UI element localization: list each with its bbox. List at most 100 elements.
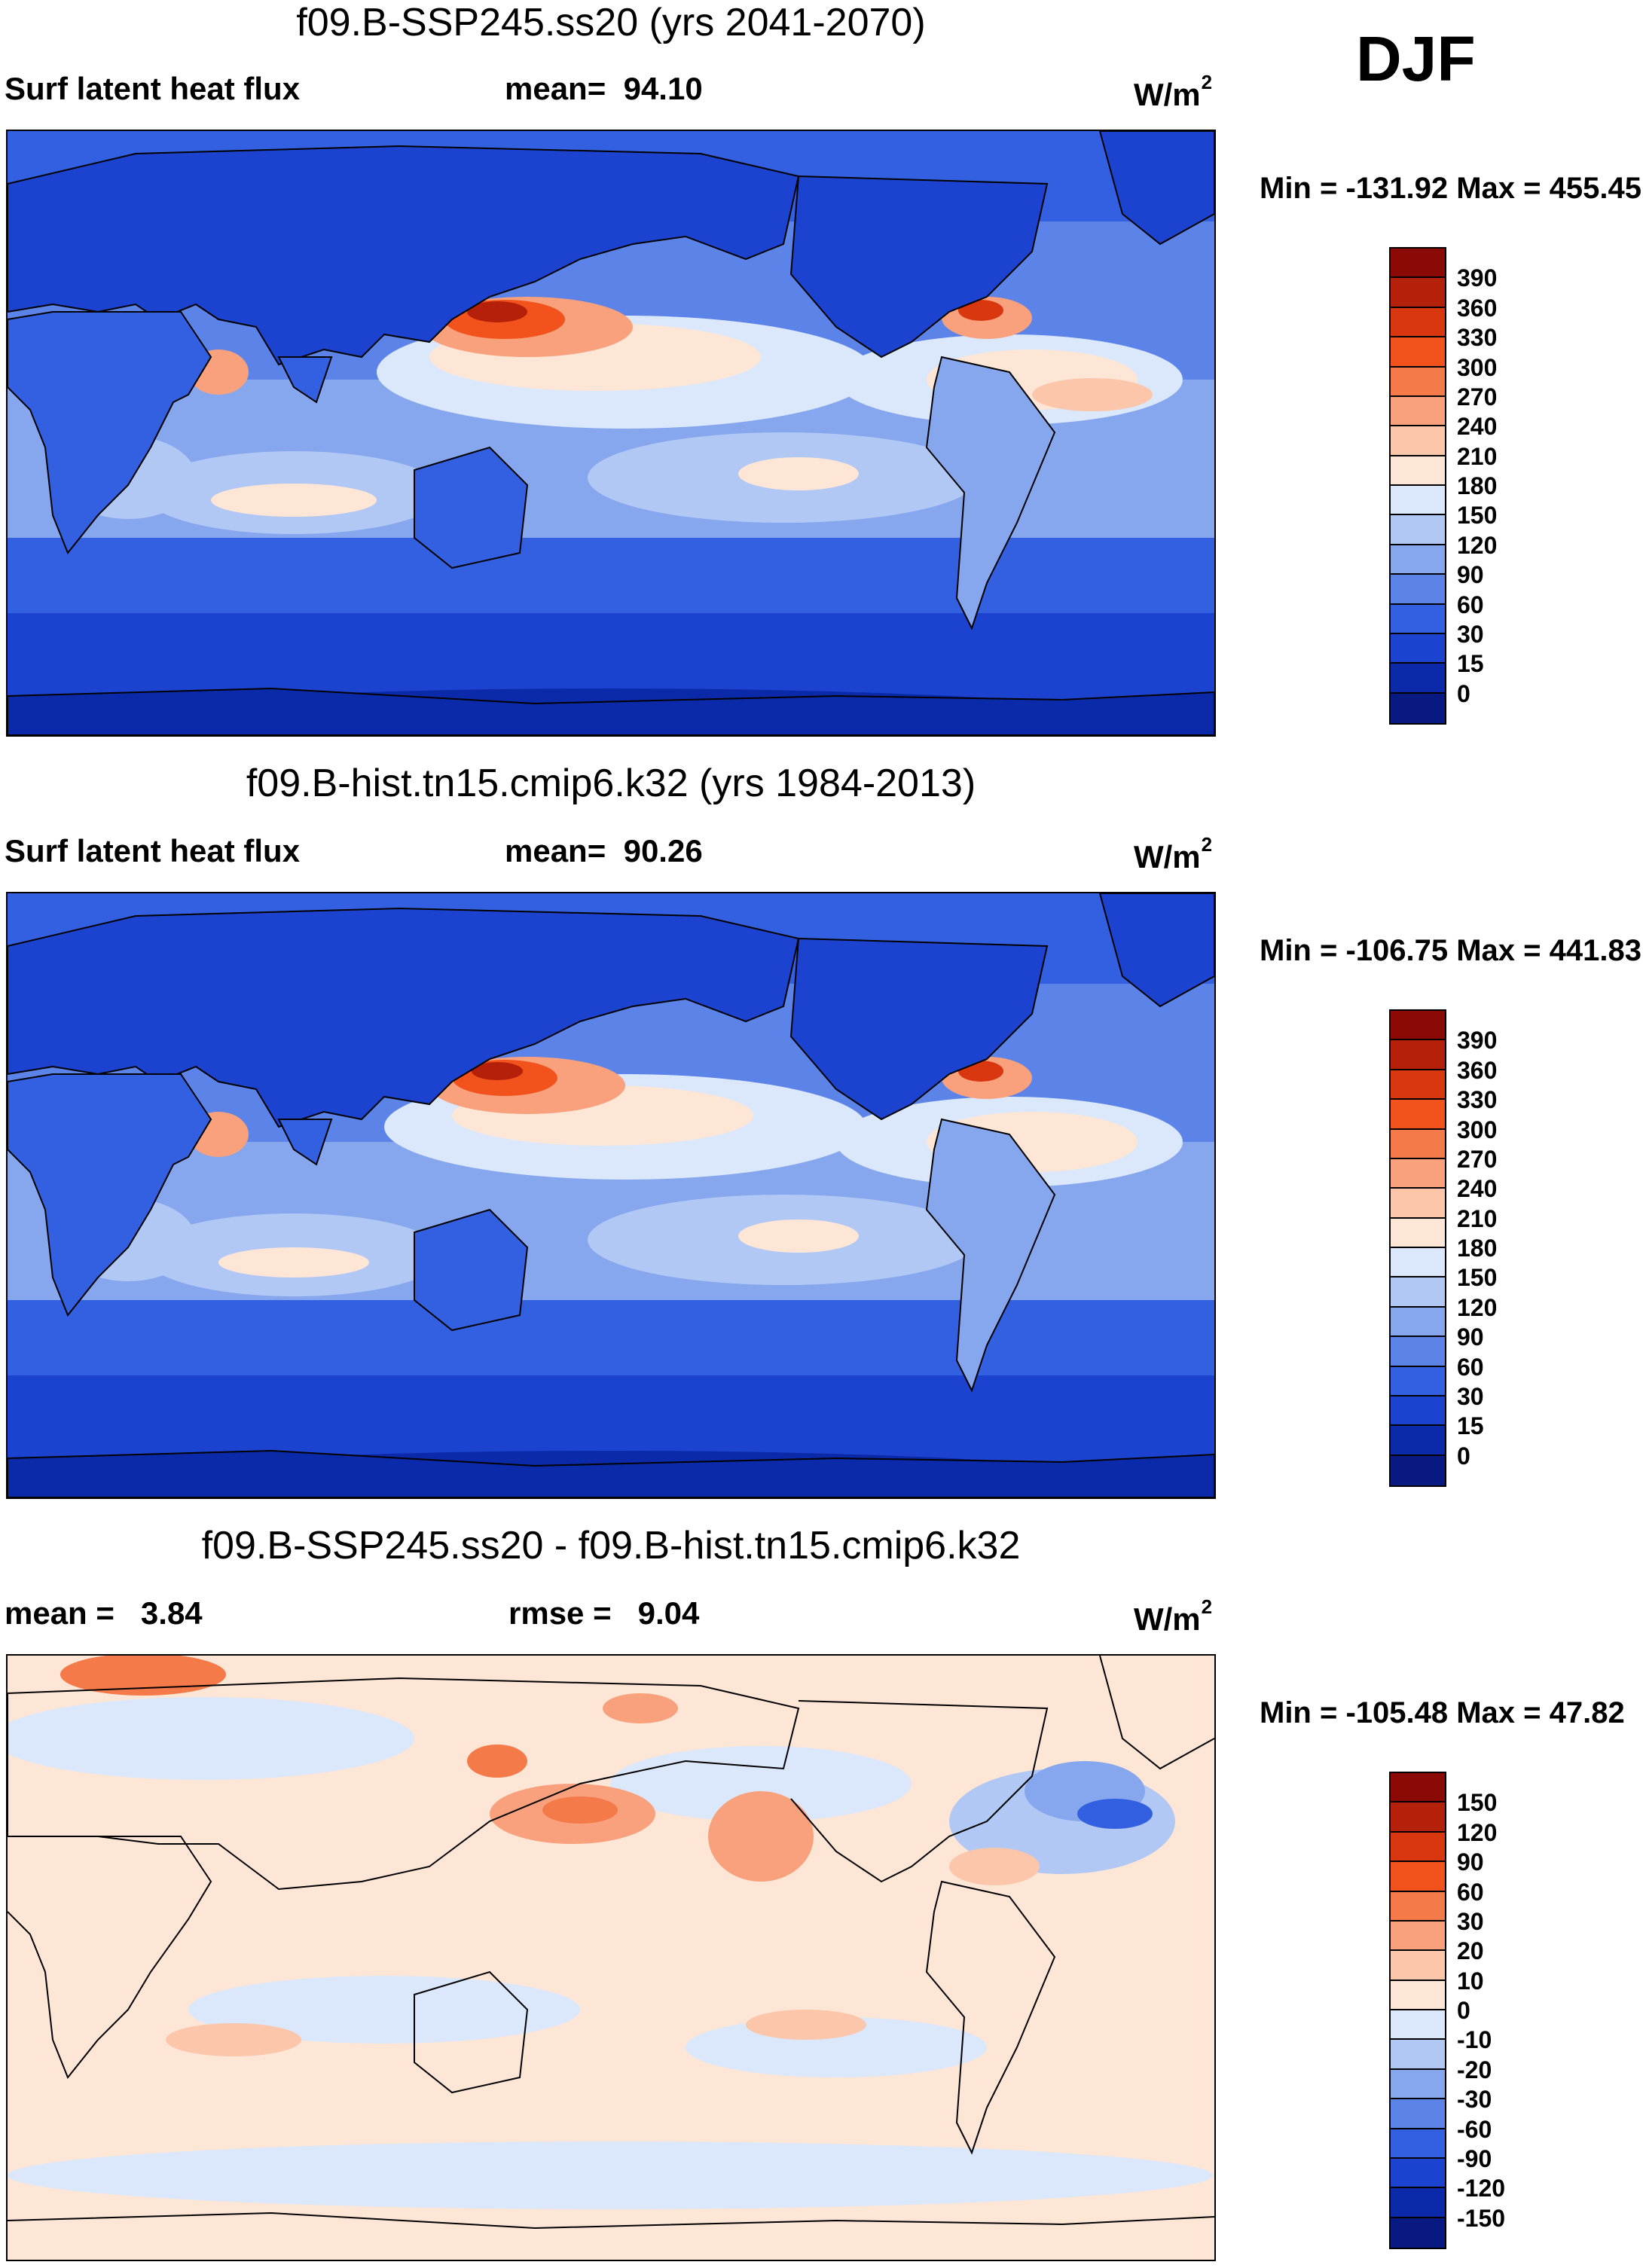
legend-swatch [1391,633,1445,664]
legend-tick-label: 90 [1457,1323,1484,1351]
legend-swatch [1391,664,1445,694]
legend-tick-label: 30 [1457,1382,1484,1410]
panel1-legend [1389,247,1446,725]
legend-swatch [1391,1307,1445,1338]
panel2-map-plot [8,893,1214,1497]
panel2-units-exp: 2 [1201,833,1213,856]
panel3-legend [1389,1772,1446,2249]
panel1-mean-label: mean= 94.10 [505,71,703,106]
panel2-units-base: W/m [1134,839,1201,875]
panel3-rmse-label: rmse = 9.04 [508,1595,700,1631]
legend-swatch [1391,1100,1445,1130]
legend-swatch [1391,1951,1445,1981]
legend-swatch [1391,1011,1445,1041]
legend-tick-label: 0 [1457,1442,1470,1470]
legend-tick-label: 270 [1457,383,1498,411]
panel2-title: f09.B-hist.tn15.cmip6.k32 (yrs 1984-2013… [246,762,976,805]
legend-tick-label: -90 [1457,2144,1492,2172]
panel2-map [6,892,1216,1499]
season-label: DJF [1356,23,1476,94]
panel1-title: f09.B-SSP245.ss20 (yrs 2041-2070) [296,1,926,44]
legend-swatch [1391,1891,1445,1922]
legend-tick-label: 390 [1457,1027,1498,1055]
legend-tick-label: 60 [1457,591,1484,618]
legend-swatch [1391,1862,1445,1892]
panel2-mean-label: mean= 90.26 [505,833,703,868]
legend-tick-label: 180 [1457,472,1498,499]
legend-swatch [1391,515,1445,545]
legend-swatch [1391,2218,1445,2248]
legend-tick-label: 210 [1457,442,1498,470]
legend-tick-label: 240 [1457,413,1498,441]
legend-tick-label: 150 [1457,1789,1498,1817]
legend-tick-label: 120 [1457,1818,1498,1846]
legend-swatch [1391,337,1445,368]
legend-swatch [1391,1921,1445,1952]
legend-tick-label: 240 [1457,1175,1498,1203]
legend-tick-label: -60 [1457,2115,1492,2143]
legend-swatch [1391,2158,1445,2189]
legend-swatch [1391,367,1445,397]
panel2-legend [1389,1009,1446,1487]
panel3-units-base: W/m [1134,1601,1201,1637]
panel3-units-exp: 2 [1201,1595,1213,1618]
panel3-mean-label: mean = 3.84 [5,1595,203,1631]
legend-swatch [1391,396,1445,427]
legend-swatch [1391,1366,1445,1397]
panel1-variable-label: Surf latent heat flux [5,71,301,106]
panel1-units-label: W/m2 [1134,71,1212,113]
legend-tick-label: 210 [1457,1204,1498,1232]
legend-swatch [1391,1455,1445,1485]
panel2-units-label: W/m2 [1134,833,1212,875]
legend-swatch [1391,1070,1445,1100]
legend-tick-label: 120 [1457,1293,1498,1321]
legend-swatch [1391,1773,1445,1803]
legend-swatch [1391,1832,1445,1863]
legend-tick-label: 330 [1457,1086,1498,1114]
legend-swatch [1391,1158,1445,1189]
legend-tick-label: 300 [1457,353,1498,381]
legend-swatch [1391,1426,1445,1456]
legend-tick-label: 15 [1457,650,1484,678]
legend-swatch [1391,2010,1445,2041]
legend-swatch [1391,2069,1445,2100]
legend-swatch [1391,1802,1445,1833]
legend-tick-label: 30 [1457,1907,1484,1935]
legend-swatch [1391,2099,1445,2129]
legend-tick-label: 0 [1457,679,1470,707]
legend-tick-label: 270 [1457,1145,1498,1173]
panel2-minmax: Min = -106.75 Max = 441.83 [1260,934,1641,967]
legend-tick-label: 330 [1457,324,1498,352]
legend-swatch [1391,249,1445,279]
legend-tick-label: 10 [1457,1967,1484,1995]
panel3-map [6,1654,1216,2261]
legend-tick-label: 60 [1457,1353,1484,1381]
legend-swatch [1391,2188,1445,2218]
legend-swatch [1391,604,1445,634]
legend-swatch [1391,456,1445,486]
legend-tick-label: 150 [1457,502,1498,530]
panel3-units-label: W/m2 [1134,1595,1212,1638]
legend-tick-label: 20 [1457,1937,1484,1965]
panel3-minmax: Min = -105.48 Max = 47.82 [1260,1696,1625,1729]
legend-swatch [1391,1396,1445,1427]
panel2-variable-label: Surf latent heat flux [5,833,301,868]
legend-swatch [1391,278,1445,308]
panel1-map-plot [8,131,1214,735]
legend-swatch [1391,426,1445,456]
legend-swatch [1391,1218,1445,1248]
legend-tick-label: 120 [1457,531,1498,559]
legend-swatch [1391,2129,1445,2159]
legend-swatch [1391,1129,1445,1159]
legend-swatch [1391,307,1445,338]
legend-swatch [1391,1337,1445,1367]
panel1-minmax: Min = -131.92 Max = 455.45 [1260,172,1641,205]
legend-tick-label: 150 [1457,1264,1498,1292]
legend-tick-label: 360 [1457,294,1498,322]
legend-tick-label: -10 [1457,2026,1492,2054]
legend-swatch [1391,1189,1445,1219]
legend-tick-label: -120 [1457,2175,1506,2202]
legend-tick-label: -20 [1457,2056,1492,2083]
panel1-map [6,130,1216,737]
legend-tick-label: 0 [1457,1997,1470,2024]
